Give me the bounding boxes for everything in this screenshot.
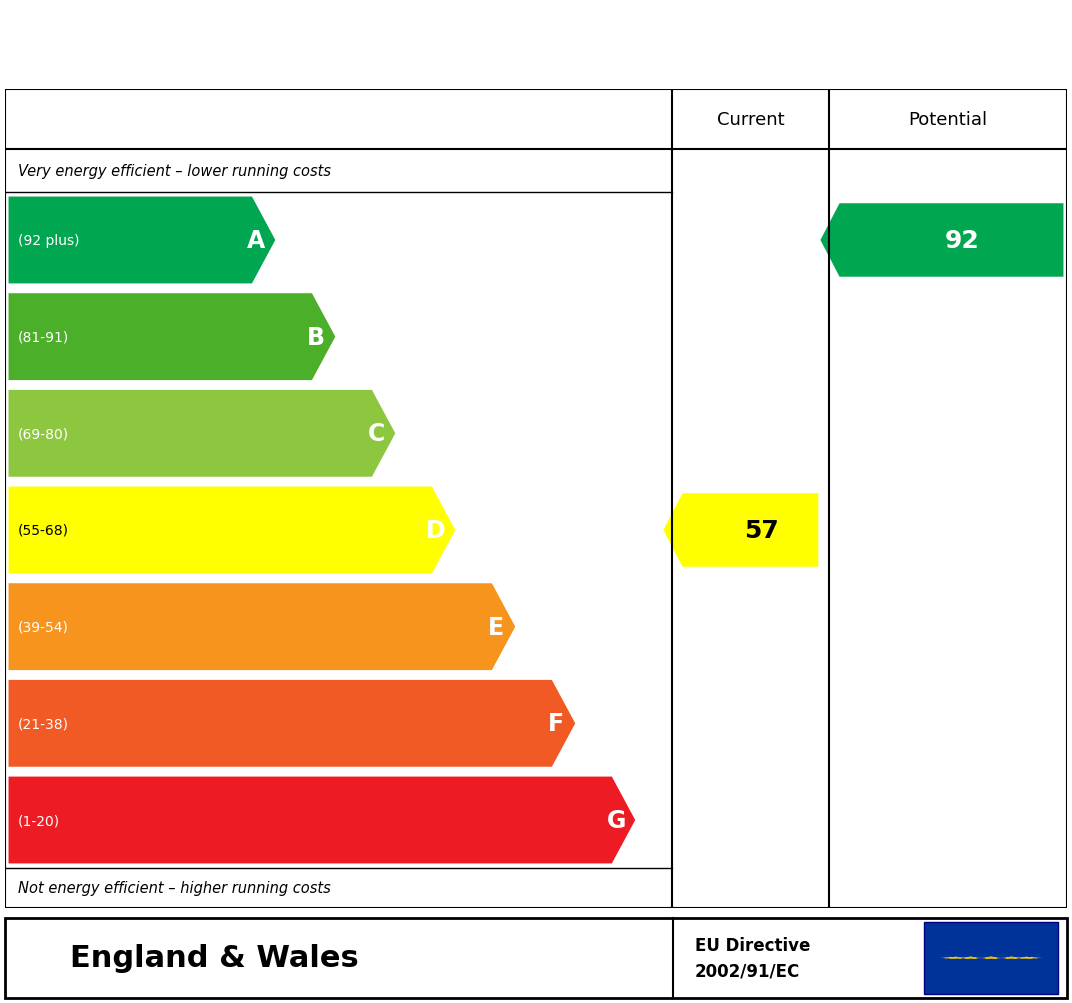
FancyBboxPatch shape xyxy=(5,918,1067,998)
Polygon shape xyxy=(939,957,962,959)
Polygon shape xyxy=(944,957,967,959)
Text: (69-80): (69-80) xyxy=(18,427,70,441)
Polygon shape xyxy=(1015,957,1038,959)
Text: England & Wales: England & Wales xyxy=(70,944,359,972)
Text: Very energy efficient – lower running costs: Very energy efficient – lower running co… xyxy=(18,163,331,179)
Text: A: A xyxy=(247,229,266,253)
Text: (39-54): (39-54) xyxy=(18,620,69,634)
Text: D: D xyxy=(427,519,446,543)
Polygon shape xyxy=(980,957,1002,958)
Polygon shape xyxy=(9,680,576,767)
Polygon shape xyxy=(959,957,982,958)
Text: C: C xyxy=(368,422,385,446)
Polygon shape xyxy=(664,493,818,567)
Text: E: E xyxy=(488,615,504,639)
Text: (92 plus): (92 plus) xyxy=(18,234,79,248)
Polygon shape xyxy=(9,198,276,284)
Polygon shape xyxy=(1015,957,1038,959)
Text: 57: 57 xyxy=(744,519,778,543)
Polygon shape xyxy=(1000,957,1023,958)
Text: 92: 92 xyxy=(944,229,980,253)
Text: Potential: Potential xyxy=(908,111,987,129)
Bar xyxy=(924,922,1058,994)
Text: (81-91): (81-91) xyxy=(18,330,70,344)
Text: F: F xyxy=(548,711,564,735)
Text: EU Directive
2002/91/EC: EU Directive 2002/91/EC xyxy=(695,937,810,979)
Text: (1-20): (1-20) xyxy=(18,813,60,827)
Polygon shape xyxy=(9,294,336,381)
Polygon shape xyxy=(1021,957,1043,959)
Text: Energy Efficiency Rating: Energy Efficiency Rating xyxy=(27,29,563,66)
Text: Not energy efficient – higher running costs: Not energy efficient – higher running co… xyxy=(18,881,331,896)
Polygon shape xyxy=(820,204,1063,278)
Text: G: G xyxy=(607,808,626,832)
Polygon shape xyxy=(9,776,636,864)
Polygon shape xyxy=(9,390,396,477)
Polygon shape xyxy=(959,957,982,959)
Polygon shape xyxy=(944,957,967,959)
Polygon shape xyxy=(9,487,456,574)
Text: Current: Current xyxy=(716,111,785,129)
Polygon shape xyxy=(980,958,1002,959)
Polygon shape xyxy=(1000,957,1023,959)
Polygon shape xyxy=(9,584,516,670)
Text: (21-38): (21-38) xyxy=(18,716,69,730)
Text: B: B xyxy=(308,325,325,349)
Text: (55-68): (55-68) xyxy=(18,524,69,538)
